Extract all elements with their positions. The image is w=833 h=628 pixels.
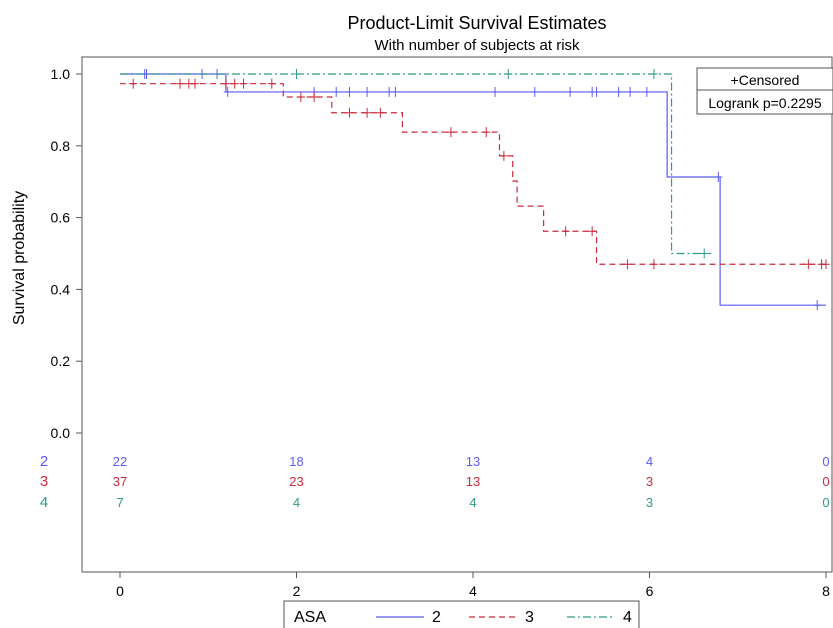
legend: ASA 2 3 4 [283, 600, 640, 628]
censor-mark [614, 86, 623, 97]
censor-mark [822, 259, 830, 270]
logrank-note: Logrank p=0.2295 [708, 95, 821, 111]
series-2-line [120, 73, 826, 306]
x-tick-label: 6 [646, 583, 654, 599]
censor-mark [649, 259, 658, 270]
censor-mark [491, 86, 500, 97]
censor-mark [239, 78, 248, 89]
censor-mark [446, 127, 455, 138]
legend-box [283, 600, 640, 628]
chart-subtitle: With number of subjects at risk [374, 37, 580, 54]
censor-mark [221, 78, 230, 89]
y-tick-label: 0.2 [51, 353, 71, 369]
censor-mark [649, 69, 658, 79]
censor-mark [813, 300, 822, 311]
censor-mark [191, 78, 200, 89]
at-risk-count: 0 [822, 474, 829, 489]
at-risk-count: 13 [466, 474, 480, 489]
censor-mark [626, 86, 635, 97]
censor-mark [296, 91, 305, 102]
at-risk-count: 3 [646, 495, 653, 510]
y-tick-label: 0.8 [51, 138, 71, 154]
at-risk-count: 22 [113, 454, 127, 469]
censor-mark [482, 127, 491, 138]
censor-mark [176, 78, 185, 89]
censor-mark [566, 86, 575, 97]
censor-mark [230, 78, 239, 89]
at-risk-group-label: 3 [40, 473, 48, 490]
at-risk-count: 37 [113, 474, 127, 489]
censor-mark [561, 226, 570, 237]
series-group [120, 69, 830, 311]
censor-mark [530, 86, 539, 97]
x-tick-label: 4 [469, 583, 477, 599]
censor-mark [391, 86, 400, 97]
at-risk-group-label: 4 [40, 494, 48, 511]
censor-mark [345, 107, 354, 118]
censor-mark [223, 86, 232, 97]
y-tick-label: 0.0 [51, 425, 71, 441]
censor-mark [700, 248, 709, 259]
legend-title: ASA [294, 609, 326, 626]
censor-mark [592, 86, 601, 97]
censor-mark [345, 86, 354, 97]
x-tick-label: 2 [293, 583, 301, 599]
censor-mark [623, 259, 632, 270]
x-tick-label: 8 [822, 583, 830, 599]
at-risk-count: 3 [646, 474, 653, 489]
censor-mark [376, 107, 385, 118]
y-tick-label: 0.6 [51, 210, 71, 226]
x-tick-label: 0 [116, 583, 124, 599]
censor-mark [267, 78, 276, 89]
inset-box-outer [696, 67, 833, 115]
censor-mark [332, 86, 341, 97]
censor-mark [714, 172, 723, 183]
y-tick-label: 0.4 [51, 281, 71, 297]
at-risk-table: 2 22 18 13 4 03 37 23 13 3 04 7 4 4 3 0 [40, 453, 830, 511]
x-axis: 0 2 4 6 8 [116, 572, 830, 599]
legend-label-2: 2 [432, 609, 441, 626]
at-risk-count: 0 [822, 495, 829, 510]
censored-note: +Censored [731, 72, 800, 88]
series-4-line [120, 73, 712, 255]
y-axis: 0.0 0.2 0.4 0.6 0.8 1.0 [51, 66, 82, 441]
at-risk-count: 4 [469, 495, 476, 510]
chart-title: Product-Limit Survival Estimates [347, 13, 606, 33]
plot-frame [81, 56, 833, 573]
censor-mark [363, 86, 372, 97]
censor-mark [292, 69, 301, 79]
at-risk-count: 23 [289, 474, 303, 489]
censor-mark [310, 91, 319, 102]
at-risk-count: 7 [116, 495, 123, 510]
at-risk-count: 18 [289, 454, 303, 469]
legend-label-4: 4 [623, 609, 632, 626]
at-risk-count: 4 [646, 454, 653, 469]
censor-mark [588, 226, 597, 237]
at-risk-group-label: 2 [40, 453, 48, 470]
censor-mark [129, 78, 138, 89]
censor-mark [642, 86, 651, 97]
y-axis-label: Survival probability [11, 191, 28, 325]
censor-mark [804, 259, 813, 270]
at-risk-count: 13 [466, 454, 480, 469]
inset-box: +Censored Logrank p=0.2295 [696, 67, 833, 115]
censor-mark [504, 69, 513, 79]
censor-mark [499, 150, 508, 161]
at-risk-count: 0 [822, 454, 829, 469]
legend-label-3: 3 [525, 609, 534, 626]
at-risk-count: 4 [293, 495, 300, 510]
censor-mark [363, 107, 372, 118]
y-tick-label: 1.0 [51, 66, 71, 82]
